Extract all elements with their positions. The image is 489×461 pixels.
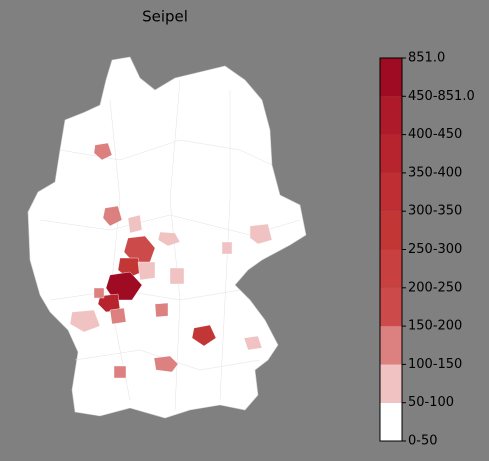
colorbar-label: 300-350 xyxy=(408,204,462,219)
district xyxy=(109,307,127,325)
district xyxy=(93,142,113,161)
colorbar-label: 851.0 xyxy=(408,51,445,66)
colorbar: 0-50 50-100 100-150 150-200 200-250 250-300 30… xyxy=(379,51,475,449)
district xyxy=(93,287,105,299)
colorbar-label: 350-400 xyxy=(408,165,462,180)
district xyxy=(105,271,143,301)
district xyxy=(249,223,273,245)
colorbar-segment xyxy=(380,249,402,288)
colorbar-segment xyxy=(380,172,402,212)
district xyxy=(243,335,263,351)
district xyxy=(154,302,169,318)
colorbar-segment xyxy=(380,287,402,327)
district xyxy=(221,241,233,255)
colorbar-segment xyxy=(380,96,402,135)
colorbar-label: 450-851.0 xyxy=(408,89,475,104)
colorbar-segment xyxy=(380,364,402,403)
colorbar-segment xyxy=(380,326,402,365)
colorbar-segment xyxy=(380,134,402,173)
colorbar-segment xyxy=(380,402,402,441)
colorbar-label: 0-50 xyxy=(408,434,438,449)
germany-map xyxy=(27,56,307,419)
colorbar-segment xyxy=(380,211,402,250)
district xyxy=(157,231,181,247)
district xyxy=(113,365,127,379)
district xyxy=(69,309,101,333)
district xyxy=(191,324,217,347)
colorbar-label: 200-250 xyxy=(408,280,462,295)
colorbar-label: 400-450 xyxy=(408,127,462,142)
district xyxy=(153,355,179,373)
colorbar-segment xyxy=(380,58,402,97)
colorbar-label: 100-150 xyxy=(408,357,462,372)
district xyxy=(127,214,143,234)
district xyxy=(137,261,156,281)
highlighted-districts xyxy=(69,142,273,379)
district xyxy=(169,267,185,285)
colorbar-label: 50-100 xyxy=(408,395,454,410)
colorbar-label: 150-200 xyxy=(408,319,462,334)
map-title: Seipel xyxy=(142,8,188,26)
colorbar-label: 250-300 xyxy=(408,242,462,257)
district xyxy=(102,205,123,227)
